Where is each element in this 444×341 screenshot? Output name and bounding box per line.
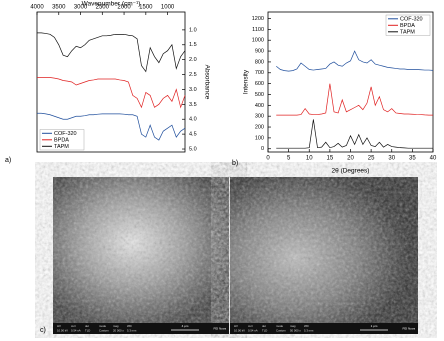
y-tick-label: 300	[255, 114, 264, 120]
data-line	[37, 77, 186, 109]
x-tick-label: 30	[388, 156, 395, 162]
sem-field: mode	[99, 324, 106, 328]
legend-label: COF-320	[400, 16, 423, 22]
x-axis-label: 2θ (Degrees)	[332, 168, 370, 175]
y-tick-label: 0	[261, 146, 264, 152]
x-tick-label: 25	[368, 156, 375, 162]
sem-value: TLD	[262, 329, 267, 333]
sem-texture	[230, 177, 418, 323]
y-axis-label: Intensity	[243, 69, 250, 94]
y-tick-label: 900	[255, 49, 264, 55]
y-tick-label: 1000	[252, 38, 264, 44]
legend-box	[385, 14, 431, 36]
x-axis-label: Wavenumber (cm⁻¹)	[82, 1, 141, 8]
y-axis-label: Absorbance	[203, 65, 210, 100]
x-tick-label: 0	[266, 156, 270, 162]
y-tick-label: 3.0	[189, 87, 197, 93]
x-tick-label: 3000	[74, 5, 88, 11]
y-tick-label: 700	[255, 70, 264, 76]
x-tick-label: 35	[409, 156, 416, 162]
sem-value: 10.00 kV	[57, 329, 68, 333]
x-tick-label: 1000	[161, 5, 175, 11]
x-tick-label: 15	[327, 156, 334, 162]
y-tick-label: 4.0	[189, 117, 197, 123]
sem-info-bar	[53, 323, 229, 334]
legend-label: TAPM	[54, 144, 69, 150]
x-tick-label: 5	[287, 156, 291, 162]
sem-field: mag	[290, 324, 296, 328]
sem-value: 5.3 mm	[304, 329, 314, 333]
legend-label: BPDA	[54, 137, 69, 143]
x-tick-label: 2000	[117, 5, 131, 11]
sem-field: det	[85, 324, 89, 328]
sem-field: det	[262, 324, 266, 328]
sem-scale-label: 4 μm	[182, 324, 189, 328]
panel-label: c)	[40, 327, 46, 334]
sem-value: 0.54 nA	[248, 329, 258, 333]
sem-value: 5.3 mm	[127, 329, 137, 333]
x-tick-label: 20	[347, 156, 354, 162]
x-tick-label: 3500	[52, 5, 66, 11]
data-line	[37, 112, 186, 141]
sem-field: HV	[57, 324, 61, 328]
sem-texture	[53, 177, 229, 323]
y-tick-label: 3.5	[189, 102, 197, 108]
legend-label: COF-320	[54, 131, 77, 137]
sem-value: 50 000 x	[290, 329, 301, 333]
sem-instrument: FEI Nova	[213, 326, 226, 330]
sem-value: TLD	[85, 329, 90, 333]
sem-field: HV	[234, 324, 238, 328]
x-tick-label: 10	[306, 156, 313, 162]
y-tick-label: 5.0	[189, 146, 197, 152]
data-line	[276, 50, 434, 72]
x-tick-label: 4000	[30, 5, 44, 11]
x-tick-label: 40	[430, 156, 437, 162]
y-tick-label: 1200	[252, 16, 264, 22]
legend-label: BPDA	[400, 23, 415, 29]
x-tick-label: 1500	[139, 5, 153, 11]
y-tick-label: 800	[255, 59, 264, 65]
sem-value: Custom	[99, 329, 109, 333]
y-tick-label: 2.0	[189, 57, 197, 63]
y-tick-label: 1.0	[189, 27, 197, 33]
sem-value: 0.54 nA	[71, 329, 81, 333]
data-line	[37, 32, 186, 73]
sem-field: curr	[248, 324, 253, 328]
sem-field: WD	[127, 324, 132, 328]
sem-field: mode	[276, 324, 283, 328]
sem-instrument: FEI Nova	[402, 326, 415, 330]
sem-value: Custom	[276, 329, 286, 333]
y-tick-label: 4.5	[189, 132, 197, 138]
legend-box	[39, 129, 85, 151]
x-tick-label: 2500	[96, 5, 110, 11]
y-tick-label: 500	[255, 92, 264, 98]
sem-value: 20 000 x	[113, 329, 124, 333]
panel-label: a)	[5, 157, 11, 164]
y-tick-label: 2.5	[189, 72, 197, 78]
sem-scale-label: 1 μm	[371, 324, 378, 328]
y-tick-label: 600	[255, 81, 264, 87]
panel-label: b)	[232, 160, 238, 167]
y-tick-label: 1100	[252, 27, 264, 33]
legend-label: TAPM	[400, 29, 415, 35]
y-tick-label: 100	[255, 135, 264, 141]
sem-field: mag	[113, 324, 119, 328]
sem-field: curr	[71, 324, 76, 328]
y-tick-label: 1.5	[189, 42, 197, 48]
plot-frame	[36, 11, 186, 153]
sem-field: WD	[304, 324, 309, 328]
data-line	[276, 83, 433, 116]
sem-value: 10.00 kV	[234, 329, 245, 333]
data-line	[276, 119, 433, 149]
sem-info-bar	[230, 323, 418, 334]
y-tick-label: 400	[255, 103, 264, 109]
y-tick-label: 200	[255, 124, 264, 130]
